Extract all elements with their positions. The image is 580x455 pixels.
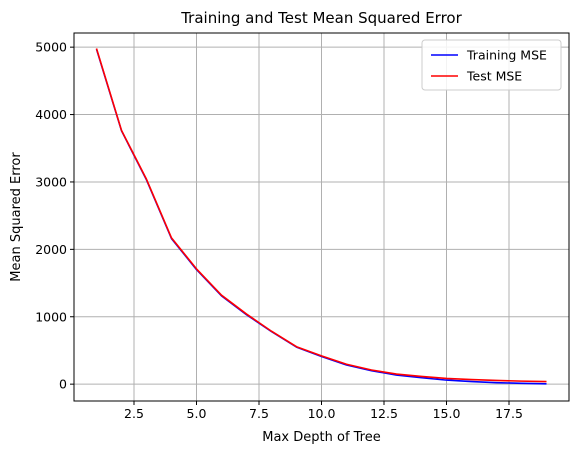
x-tick-label: 17.5: [495, 406, 523, 421]
x-tick-label: 12.5: [370, 406, 398, 421]
legend-label: Training MSE: [466, 48, 547, 63]
y-tick-label: 3000: [35, 174, 67, 189]
y-axis-label: Mean Squared Error: [9, 152, 24, 282]
x-axis-label: Max Depth of Tree: [262, 430, 381, 445]
legend-label: Test MSE: [466, 69, 522, 84]
x-tick-label: 10.0: [308, 406, 336, 421]
y-tick-label: 4000: [35, 107, 67, 122]
x-tick-label: 5.0: [187, 406, 207, 421]
x-tick-label: 2.5: [124, 406, 144, 421]
legend: Training MSE Test MSE: [422, 40, 561, 90]
y-tick-label: 1000: [35, 309, 67, 324]
y-tick-label: 2000: [35, 242, 67, 257]
chart-title: Training and Test Mean Squared Error: [180, 9, 462, 27]
x-tick-label: 7.5: [249, 406, 269, 421]
y-tick-label: 0: [59, 377, 67, 392]
y-tick-label: 5000: [35, 40, 67, 55]
x-tick-label: 15.0: [433, 406, 461, 421]
